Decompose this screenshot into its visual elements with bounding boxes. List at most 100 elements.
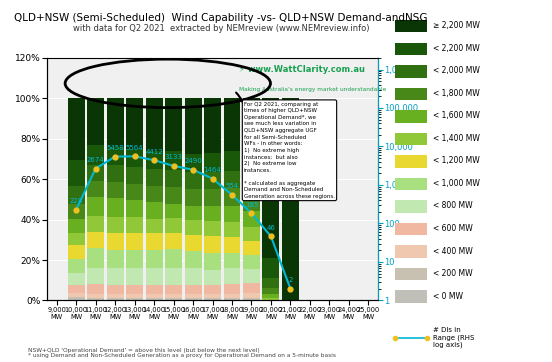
FancyBboxPatch shape bbox=[395, 43, 427, 55]
Bar bbox=[165, 298, 182, 299]
Bar bbox=[87, 284, 104, 294]
Bar bbox=[204, 172, 221, 189]
Bar bbox=[126, 98, 143, 149]
Bar bbox=[243, 227, 260, 241]
FancyBboxPatch shape bbox=[395, 20, 427, 33]
Bar bbox=[126, 285, 143, 294]
Bar bbox=[146, 298, 162, 299]
Text: < 2,000 MW: < 2,000 MW bbox=[433, 66, 480, 75]
Bar bbox=[87, 294, 104, 298]
Bar bbox=[87, 268, 104, 284]
Bar bbox=[87, 299, 104, 300]
Bar bbox=[243, 194, 260, 210]
Bar bbox=[107, 269, 124, 285]
Bar bbox=[165, 285, 182, 294]
Bar bbox=[263, 258, 279, 278]
Text: 2: 2 bbox=[288, 277, 293, 283]
Bar bbox=[204, 294, 221, 298]
Bar bbox=[243, 241, 260, 255]
Text: 46: 46 bbox=[267, 225, 275, 231]
Bar bbox=[204, 298, 221, 299]
Bar bbox=[126, 217, 143, 233]
Bar bbox=[68, 98, 84, 160]
Bar bbox=[224, 171, 241, 188]
Text: < 1,800 MW: < 1,800 MW bbox=[433, 89, 480, 98]
Bar bbox=[146, 169, 162, 186]
Bar bbox=[87, 181, 104, 197]
FancyBboxPatch shape bbox=[395, 110, 427, 123]
Text: < 800 MW: < 800 MW bbox=[433, 201, 473, 210]
Bar bbox=[87, 145, 104, 165]
Bar bbox=[146, 233, 162, 250]
Text: 1464: 1464 bbox=[204, 167, 221, 173]
Text: < 600 MW: < 600 MW bbox=[433, 224, 473, 233]
Bar bbox=[165, 203, 182, 218]
Bar bbox=[184, 294, 201, 298]
Bar bbox=[263, 98, 279, 258]
Bar bbox=[107, 182, 124, 198]
Bar bbox=[68, 285, 84, 293]
Bar bbox=[126, 201, 143, 217]
Bar bbox=[204, 221, 221, 236]
Text: 2674: 2674 bbox=[87, 157, 104, 163]
Bar bbox=[184, 153, 201, 172]
Bar bbox=[165, 98, 182, 151]
FancyBboxPatch shape bbox=[395, 223, 427, 235]
Bar bbox=[87, 232, 104, 248]
Bar bbox=[126, 168, 143, 184]
Bar bbox=[243, 255, 260, 269]
FancyBboxPatch shape bbox=[395, 65, 427, 77]
Bar bbox=[146, 285, 162, 294]
Bar bbox=[68, 259, 84, 273]
Text: 5458: 5458 bbox=[107, 145, 124, 151]
Bar bbox=[68, 219, 84, 233]
Bar bbox=[243, 283, 260, 294]
Bar bbox=[184, 285, 201, 294]
Bar bbox=[204, 299, 221, 300]
FancyBboxPatch shape bbox=[395, 290, 427, 303]
Bar bbox=[204, 206, 221, 221]
Bar bbox=[68, 205, 84, 219]
Bar bbox=[184, 268, 201, 285]
Text: For Q2 2021, comparing at
times of higher QLD+NSW
Operational Demand*, we
see mu: For Q2 2021, comparing at times of highe… bbox=[244, 102, 335, 199]
Bar bbox=[126, 294, 143, 298]
Bar bbox=[243, 294, 260, 298]
Bar bbox=[184, 298, 201, 299]
Bar bbox=[165, 170, 182, 187]
Bar bbox=[224, 222, 241, 237]
Bar bbox=[107, 147, 124, 165]
FancyBboxPatch shape bbox=[395, 268, 427, 280]
Text: 3133: 3133 bbox=[164, 154, 183, 160]
Bar bbox=[184, 235, 201, 252]
Bar bbox=[107, 299, 124, 300]
Bar bbox=[224, 98, 241, 151]
FancyBboxPatch shape bbox=[395, 155, 427, 168]
Text: < 200 MW: < 200 MW bbox=[433, 269, 473, 278]
Text: 2490: 2490 bbox=[184, 158, 202, 164]
Bar bbox=[68, 160, 84, 186]
Text: 5564: 5564 bbox=[126, 145, 144, 151]
Bar bbox=[184, 299, 201, 300]
Text: # DIs in
Range (RHS
log axis): # DIs in Range (RHS log axis) bbox=[433, 327, 475, 348]
Text: < 1,200 MW: < 1,200 MW bbox=[433, 156, 480, 165]
Bar bbox=[107, 98, 124, 147]
FancyBboxPatch shape bbox=[395, 200, 427, 213]
Bar bbox=[263, 294, 279, 298]
Bar bbox=[224, 206, 241, 222]
Bar bbox=[282, 98, 299, 300]
Bar bbox=[204, 189, 221, 206]
Text: < 0 MW: < 0 MW bbox=[433, 291, 464, 300]
Bar bbox=[68, 233, 84, 245]
Text: 554: 554 bbox=[225, 183, 238, 189]
Bar bbox=[146, 269, 162, 285]
Bar bbox=[243, 299, 260, 300]
Bar bbox=[87, 197, 104, 215]
Text: < 2,200 MW: < 2,200 MW bbox=[433, 44, 480, 53]
Bar bbox=[146, 294, 162, 298]
Text: < 1,000 MW: < 1,000 MW bbox=[433, 179, 480, 188]
Bar bbox=[165, 294, 182, 298]
Bar bbox=[184, 206, 201, 220]
Bar bbox=[165, 187, 182, 203]
Bar bbox=[204, 270, 221, 285]
Bar bbox=[263, 288, 279, 294]
